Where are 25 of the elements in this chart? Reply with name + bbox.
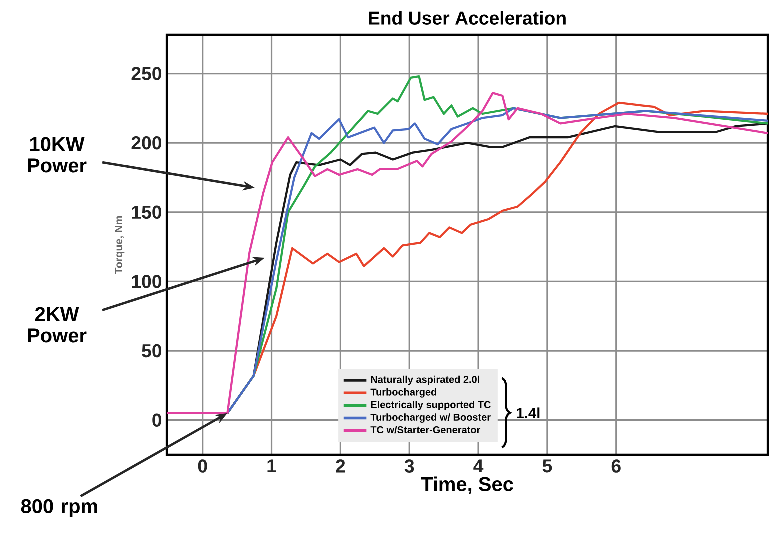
y-tick-label: 200 xyxy=(132,136,162,150)
x-tick-label: 6 xyxy=(612,460,621,473)
y-axis-title: Torque, Nm xyxy=(115,216,125,274)
legend-label: Turbocharged w/ Booster xyxy=(370,414,491,423)
y-tick-label: 250 xyxy=(132,67,162,80)
y-tick-label: 100 xyxy=(132,275,162,288)
y-tick-label: 50 xyxy=(142,344,162,358)
y-tick-label: 150 xyxy=(132,206,162,220)
x-tick-label: 5 xyxy=(542,460,552,473)
legend-label: Electrically supported TC xyxy=(371,401,491,410)
x-tick-label: 2 xyxy=(336,460,346,473)
legend-label: TC w/Starter-Generator xyxy=(370,426,481,434)
legend-label: Turbocharged xyxy=(370,388,436,398)
x-tick-label: 4 xyxy=(474,460,484,473)
x-tick-label: 0 xyxy=(198,460,208,473)
annotation: 800 rpm xyxy=(21,499,98,518)
y-tick-label: 0 xyxy=(152,414,162,427)
x-tick-label: 1 xyxy=(268,460,276,473)
text: 2KW Power xyxy=(28,307,87,343)
text: 10KW Power xyxy=(28,137,87,173)
legend-label: Naturally aspirated 2.0l xyxy=(371,376,480,386)
annotation: 1.4l xyxy=(517,408,540,418)
x-axis-title: Time, Sec xyxy=(421,476,514,494)
x-tick-label: 3 xyxy=(404,460,414,473)
chart-title: End User Acceleration xyxy=(369,11,566,25)
